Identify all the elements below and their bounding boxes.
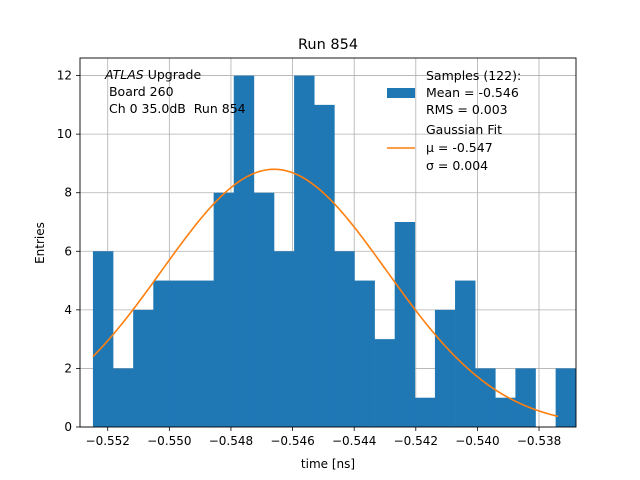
x-axis-ticks: −0.552 −0.550 −0.548 −0.546 −0.544 −0.542 −0.5… [86, 427, 561, 448]
y-tick-label: 0 [64, 420, 72, 434]
x-tick-label: −0.538 [517, 434, 561, 448]
x-axis-label: time [ns] [301, 457, 355, 471]
legend-fit-line-1: Gaussian Fit [426, 122, 502, 137]
histogram-bar [374, 339, 395, 427]
chart-title: Run 854 [298, 37, 358, 53]
histogram-bar [153, 280, 174, 427]
histogram-bar [92, 251, 114, 427]
histogram-bar [515, 368, 536, 427]
y-tick-label: 12 [57, 69, 72, 83]
y-tick-label: 8 [64, 186, 72, 200]
x-tick-label: −0.552 [86, 434, 130, 448]
histogram-bar [193, 280, 214, 427]
histogram-bar [273, 251, 295, 427]
annotation-atlas-word: ATLAS [104, 67, 144, 82]
gaussian-fit-line [92, 168, 559, 418]
histogram-bar [434, 309, 456, 427]
x-tick-label: −0.544 [332, 434, 376, 448]
y-tick-label: 2 [64, 361, 72, 375]
y-tick-label: 10 [57, 127, 72, 141]
y-axis-ticks: 0 2 4 6 8 10 12 [57, 69, 80, 434]
annotation-line-channel: Ch 0 35.0dB Run 854 [105, 101, 246, 116]
histogram-bar [555, 368, 577, 427]
annotation-upgrade-word: Upgrade [144, 67, 202, 82]
histogram-bar [475, 368, 496, 427]
legend-samples-line-3: RMS = 0.003 [426, 102, 508, 117]
plot-area-frame [79, 57, 577, 428]
histogram-bar [113, 368, 134, 427]
legend-swatch-samples [387, 88, 415, 98]
legend-samples-line-1: Samples (122): [426, 68, 521, 83]
x-tick-label: −0.550 [147, 434, 191, 448]
x-tick-label: −0.542 [394, 434, 438, 448]
histogram-bar [294, 75, 315, 428]
histogram-bar [414, 397, 436, 427]
histogram-bar [495, 397, 516, 427]
histogram-bar [334, 251, 355, 427]
y-axis-label: Entries [33, 222, 47, 264]
histogram-bar [233, 75, 255, 428]
x-tick-label: −0.540 [455, 434, 499, 448]
legend-fit-line-2: μ = -0.547 [426, 140, 493, 155]
histogram-bar [253, 192, 275, 427]
y-tick-label: 6 [64, 244, 72, 258]
legend: Samples (122): Mean = -0.546 RMS = 0.003… [387, 68, 521, 173]
y-tick-label: 4 [64, 303, 72, 317]
legend-samples-line-2: Mean = -0.546 [426, 85, 519, 100]
annotation-line-experiment: ATLAS Upgrade [104, 67, 201, 82]
histogram-bar [314, 104, 335, 427]
atlas-annotation: ATLAS Upgrade Board 260 Ch 0 35.0dB Run … [104, 67, 246, 116]
histogram-bar [394, 222, 416, 427]
histogram-bar [133, 309, 154, 427]
legend-fit-line-3: σ = 0.004 [426, 158, 488, 173]
annotation-line-board: Board 260 [105, 84, 174, 99]
histogram-bar [354, 280, 375, 427]
x-tick-label: −0.546 [270, 434, 314, 448]
histogram-bar [213, 192, 235, 427]
histogram-bar [455, 280, 476, 427]
x-tick-label: −0.548 [209, 434, 253, 448]
histogram-bar [173, 280, 194, 427]
